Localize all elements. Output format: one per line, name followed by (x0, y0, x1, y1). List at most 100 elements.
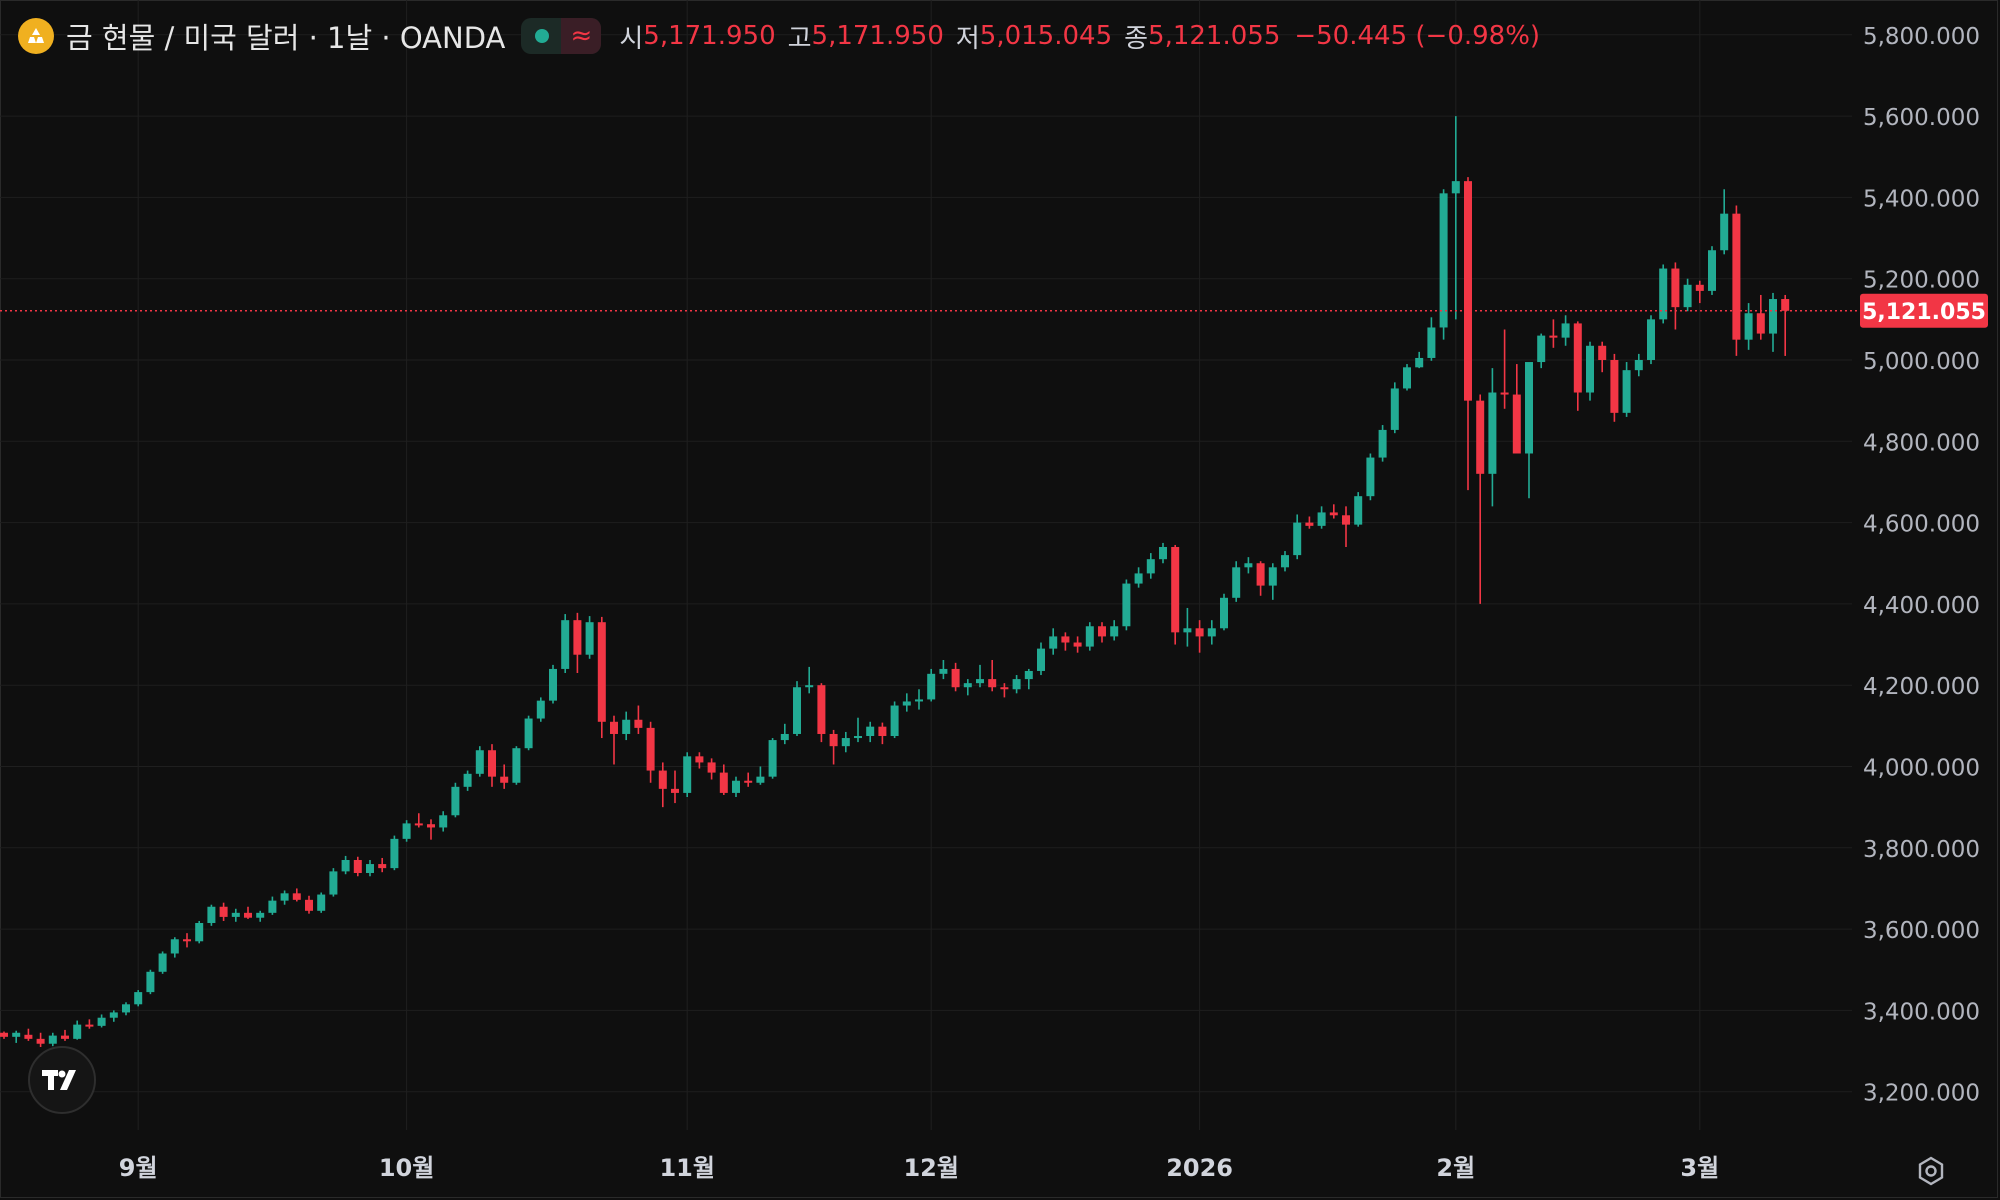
candle (1781, 294, 1790, 356)
candle (500, 764, 509, 789)
candle (1549, 319, 1558, 348)
candle (353, 856, 362, 877)
y-tick-label: 3,400.000 (1863, 999, 1980, 1025)
y-tick-label: 4,600.000 (1863, 512, 1980, 538)
ohlc-open-value: 5,171.950 (643, 21, 776, 51)
candle-body (1085, 626, 1094, 647)
candle-body (158, 953, 167, 972)
candle-body (1525, 362, 1533, 454)
last-price-label-box (1860, 293, 1988, 328)
candle-body (390, 838, 399, 869)
candle-body (646, 727, 655, 771)
candle (1659, 264, 1668, 324)
candle (646, 721, 655, 783)
candle (170, 937, 179, 958)
candle (1183, 607, 1192, 647)
gold-symbol-icon[interactable] (18, 18, 54, 54)
candle-body (524, 718, 533, 749)
candle-body (475, 750, 484, 774)
candle (402, 820, 411, 842)
candle-body (841, 738, 850, 747)
candle-body (61, 1035, 69, 1039)
candle-body (707, 762, 716, 773)
candle (366, 859, 374, 877)
candle (1512, 364, 1521, 454)
ohlc-high-value: 5,171.950 (811, 21, 944, 51)
candle (658, 762, 667, 808)
candle (622, 711, 631, 741)
candle-body (463, 773, 472, 787)
candle (292, 888, 301, 902)
candle-body (1049, 636, 1058, 649)
candle (1146, 553, 1155, 579)
candle (1573, 321, 1582, 411)
candle-body (805, 685, 814, 688)
candle (1525, 362, 1533, 499)
y-tick-label: 4,000.000 (1863, 756, 1980, 782)
candle-body (561, 620, 570, 669)
candle (939, 659, 948, 680)
candle (1671, 262, 1680, 330)
candle (915, 689, 923, 710)
candle (1293, 514, 1302, 560)
candle (1159, 542, 1167, 564)
candle (463, 770, 472, 791)
candle-body (36, 1038, 45, 1044)
candle-body (1427, 327, 1436, 358)
candle (1329, 504, 1338, 519)
candle-body (1244, 563, 1253, 568)
candle (195, 920, 204, 944)
candle-body (890, 705, 899, 737)
candle (561, 614, 570, 674)
candle (231, 908, 240, 922)
candle-body (1744, 313, 1753, 340)
candle-body (414, 823, 423, 826)
candle (805, 666, 814, 694)
candle (1244, 557, 1253, 574)
candle-body (1512, 394, 1521, 454)
candle (1256, 561, 1265, 596)
y-tick-label: 5,600.000 (1863, 105, 1980, 131)
candle-body (73, 1024, 82, 1039)
symbol-title[interactable]: 금 현물 / 미국 달러 · 1날 · OANDA (66, 21, 506, 55)
candle (829, 729, 838, 765)
candle-body (1122, 583, 1131, 627)
candle (1378, 425, 1387, 462)
candle-body (439, 815, 448, 828)
y-tick-label: 3,200.000 (1863, 1081, 1980, 1107)
candle-body (146, 971, 155, 993)
candle-body (963, 683, 972, 688)
candle-body (1012, 679, 1021, 690)
ohlc-close-label: 종 (1124, 23, 1149, 54)
time-axis[interactable]: 9월 10월 11월 12월 2026 2월 3월 (119, 1154, 1719, 1182)
candle (329, 868, 338, 897)
candle (573, 612, 582, 674)
candle (451, 782, 460, 818)
candle-body (353, 859, 362, 874)
candle-body (305, 899, 313, 911)
candle (841, 731, 850, 753)
candle-body (878, 726, 887, 737)
candle-body (1451, 181, 1460, 194)
candle-body (341, 859, 350, 872)
settings-icon[interactable] (1914, 1154, 1948, 1188)
candle-body (1146, 559, 1155, 574)
tradingview-logo-icon[interactable] (28, 1046, 96, 1114)
x-tick-label: 2월 (1436, 1154, 1475, 1182)
candle-body (1366, 457, 1375, 497)
candle (134, 990, 143, 1007)
candle (24, 1028, 33, 1041)
candle (732, 776, 740, 797)
candle-body (1134, 573, 1143, 584)
candle-body (1378, 429, 1387, 458)
candle-body (915, 699, 923, 702)
price-axis[interactable]: 3,200.000 3,400.000 3,600.000 3,800.000 4,00… (1863, 24, 1980, 1107)
candle-body (1647, 319, 1655, 360)
candle-body (939, 668, 948, 674)
candle-body (85, 1024, 94, 1027)
candle-body (1549, 335, 1558, 338)
y-tick-label: 3,800.000 (1863, 837, 1980, 863)
market-status[interactable]: ≈ (521, 18, 602, 54)
candle (1342, 506, 1350, 547)
